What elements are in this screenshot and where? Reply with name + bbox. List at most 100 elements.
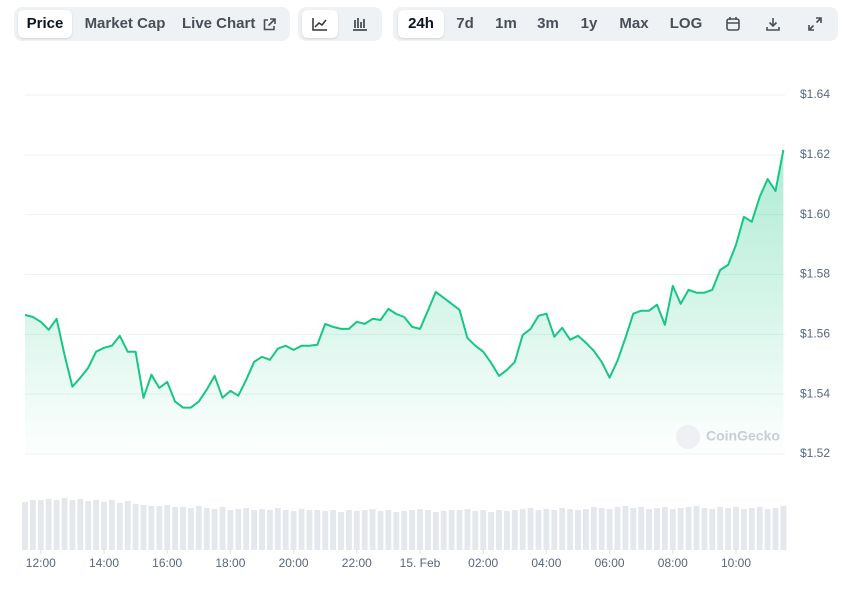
download-button[interactable] [756, 10, 790, 38]
volume-bar [369, 509, 376, 550]
range-button[interactable]: Max [619, 15, 649, 32]
volume-bar [432, 512, 439, 550]
volume-bar [203, 508, 210, 550]
volume-bar [424, 510, 431, 550]
volume-bar [646, 509, 653, 550]
range-button[interactable]: 1m [495, 15, 517, 32]
x-tick-label: 12:00 [26, 556, 56, 570]
line-chart-button[interactable] [302, 10, 338, 38]
volume-bar [748, 508, 755, 550]
volume-bar [282, 510, 289, 550]
volume-bar [211, 509, 218, 550]
volume-bar [219, 507, 226, 550]
volume-bar [503, 511, 510, 550]
fullscreen-button[interactable] [798, 10, 832, 38]
volume-bar [693, 506, 700, 550]
volume-bar [527, 508, 534, 550]
x-tick-label: 14:00 [89, 556, 119, 570]
y-tick-label: $1.56 [800, 327, 830, 341]
volume-bar [661, 507, 668, 550]
calendar-button[interactable] [716, 10, 750, 38]
volume-bar [606, 509, 613, 550]
volume-bar [306, 510, 313, 550]
volume-bar [630, 508, 637, 550]
volume-bar [156, 506, 163, 550]
y-tick-label: $1.54 [800, 386, 830, 400]
y-tick-label: $1.60 [800, 207, 830, 221]
view-button[interactable]: Live Chart [182, 15, 256, 32]
volume-bar [535, 510, 542, 550]
volume-bar [180, 507, 186, 550]
view-button[interactable]: Price [18, 10, 72, 38]
range-button[interactable]: 7d [456, 15, 474, 32]
x-tick-label: 18:00 [215, 556, 245, 570]
volume-bar [290, 511, 297, 550]
volume-bar [361, 510, 368, 550]
volume-bar [124, 501, 131, 550]
volume-bar [669, 509, 676, 550]
volume-bar [511, 510, 518, 550]
volume-bar [385, 510, 392, 550]
watermark: CoinGecko [706, 428, 780, 444]
volume-bar [45, 499, 52, 550]
volume-bar [322, 511, 329, 550]
volume-bar [590, 507, 597, 550]
range-button[interactable]: 24h [398, 10, 444, 38]
x-tick-label: 15. Feb [400, 556, 441, 570]
volume-bar [480, 510, 487, 550]
volume-bar [464, 509, 471, 550]
volume-bar [148, 506, 155, 550]
volume-bar [733, 507, 739, 550]
range-button[interactable]: 1y [580, 15, 598, 32]
view-button[interactable]: Market Cap [84, 15, 166, 32]
volume-bar [598, 508, 605, 550]
volume-bar [740, 509, 747, 550]
volume-bar [235, 509, 242, 550]
volume-bar [488, 512, 495, 550]
volume-bar [496, 510, 502, 550]
volume-bar [243, 508, 250, 550]
volume-bar [551, 510, 558, 550]
volume-bar [622, 506, 629, 550]
volume-bar [77, 499, 84, 550]
volume-bar [638, 507, 645, 550]
volume-bar [456, 510, 463, 550]
volume-bar [717, 507, 724, 550]
volume-bar [251, 510, 258, 550]
volume-bar [725, 508, 732, 550]
volume-bar [448, 510, 455, 550]
volume-bar [69, 500, 76, 550]
range-button[interactable]: 3m [537, 15, 559, 32]
volume-bar [685, 507, 692, 550]
volume-bar [519, 509, 526, 550]
candle-chart-button[interactable] [342, 10, 378, 38]
volume-bar [393, 512, 400, 550]
volume-bar [195, 506, 202, 550]
volume-bar [298, 509, 305, 550]
volume-bar [132, 504, 139, 550]
x-tick-label: 02:00 [468, 556, 498, 570]
volume-bar [227, 510, 234, 550]
volume-bar [709, 509, 716, 550]
view-group: Price Market Cap Live Chart [14, 7, 290, 41]
volume-bar [259, 509, 265, 550]
volume-bar [353, 511, 360, 550]
price-area [25, 150, 784, 460]
volume-bar [61, 498, 68, 550]
volume-bar [582, 509, 589, 550]
volume-bar [172, 507, 179, 550]
volume-bar [567, 509, 574, 550]
volume-bar [37, 500, 44, 550]
volume-bar [701, 508, 708, 550]
volume-bar [654, 508, 660, 550]
volume-bar [164, 505, 171, 550]
x-tick-label: 16:00 [152, 556, 182, 570]
external-icon [263, 18, 276, 31]
range-button[interactable]: LOG [669, 15, 703, 32]
x-tick-label: 04:00 [531, 556, 561, 570]
volume-bar [780, 506, 787, 550]
volume-bar [543, 509, 550, 550]
volume-bar [93, 500, 100, 550]
volume-bar [764, 509, 771, 550]
